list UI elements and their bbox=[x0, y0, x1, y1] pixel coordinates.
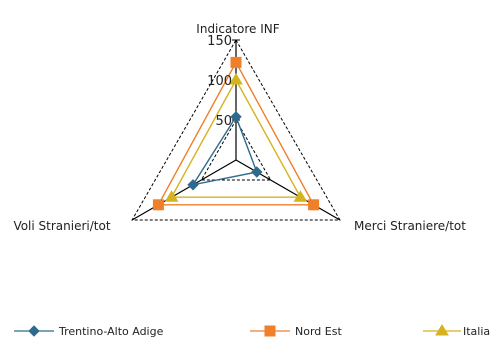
legend-marker-1 bbox=[264, 325, 276, 337]
series-line-1 bbox=[157, 60, 315, 206]
series-0-point-0 bbox=[230, 111, 242, 123]
legend-marker-shape-0 bbox=[28, 325, 40, 337]
series-1-point-0 bbox=[230, 56, 242, 68]
tick-label-1: 100 bbox=[207, 74, 232, 89]
axis-title-top: Indicatore INF bbox=[196, 22, 279, 36]
legend-label-2: Italia bbox=[463, 325, 490, 338]
legend-marker-0 bbox=[28, 325, 40, 337]
legend-label-0: Trentino-Alto Adige bbox=[58, 325, 164, 338]
axis-title-right: Merci Straniere/tot bbox=[354, 219, 466, 233]
series-0-point-2 bbox=[187, 179, 199, 191]
legend-marker-shape-1 bbox=[264, 325, 276, 337]
legend-item-0: Trentino-Alto Adige bbox=[14, 325, 164, 338]
series-2-point-1 bbox=[293, 190, 308, 202]
series-2-point-2 bbox=[164, 190, 179, 202]
radar-ticks: 50 100 150 bbox=[207, 34, 232, 129]
radar-grid bbox=[131, 38, 341, 221]
series-2-point-0 bbox=[229, 73, 243, 85]
legend-marker-shape-2 bbox=[435, 324, 449, 336]
series-line-0 bbox=[191, 115, 258, 186]
grid-ring-1 bbox=[131, 38, 341, 221]
axis-spoke-1 bbox=[235, 159, 341, 221]
series-0 bbox=[187, 111, 263, 191]
legend-marker-2 bbox=[435, 324, 449, 336]
series-line-2 bbox=[170, 78, 302, 198]
tick-label-0: 50 bbox=[215, 114, 232, 129]
legend: Trentino-Alto Adige Nord Est Italia bbox=[14, 324, 490, 338]
tick-label-2: 150 bbox=[207, 34, 232, 49]
series-1-point-2 bbox=[152, 199, 164, 211]
axis-spoke-2 bbox=[131, 159, 237, 221]
legend-item-2: Italia bbox=[423, 324, 490, 338]
axis-title-left: Voli Stranieri/tot bbox=[13, 219, 110, 233]
series-1-point-1 bbox=[308, 199, 320, 211]
legend-item-1: Nord Est bbox=[250, 325, 342, 338]
series-1 bbox=[152, 56, 320, 211]
series-0-point-1 bbox=[251, 166, 263, 178]
legend-label-1: Nord Est bbox=[295, 325, 342, 338]
radar-series bbox=[152, 56, 320, 211]
series-2 bbox=[164, 73, 308, 202]
